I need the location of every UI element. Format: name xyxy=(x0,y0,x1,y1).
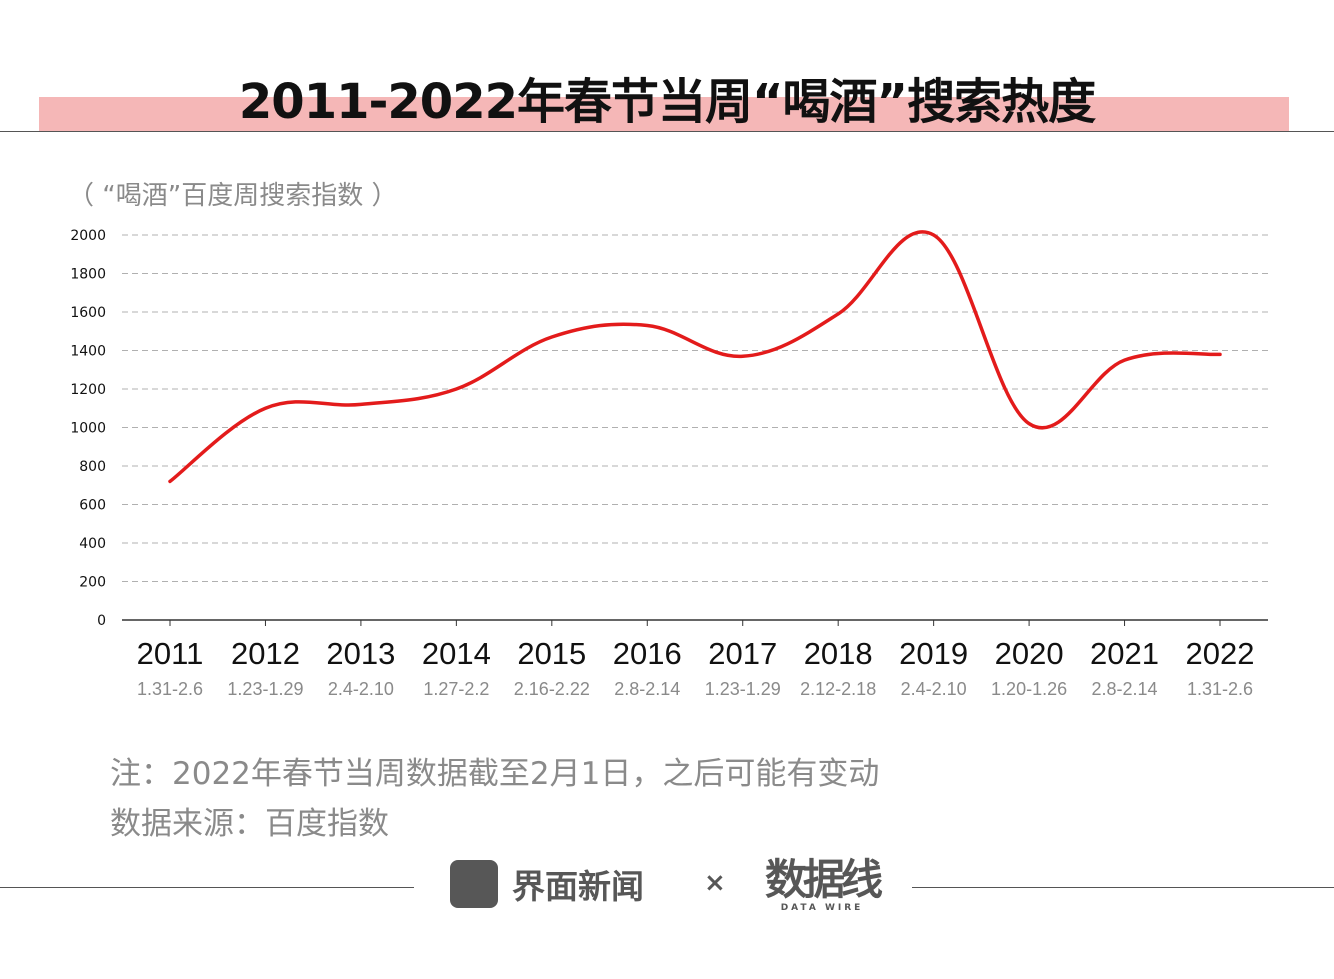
x-tick-label-date-range: 1.31-2.6 xyxy=(137,679,203,699)
x-tick-label-year: 2018 xyxy=(804,636,873,671)
x-tick-label-date-range: 1.31-2.6 xyxy=(1187,679,1253,699)
data-wire-logo-main: 数据线 xyxy=(765,855,883,904)
collab-times-symbol: × xyxy=(704,868,726,898)
data-wire-logo-sub: DATA WIRE xyxy=(780,903,864,913)
y-tick-label: 1600 xyxy=(70,305,106,321)
x-tick-label-year: 2022 xyxy=(1186,636,1255,671)
y-tick-label: 1400 xyxy=(70,344,106,360)
y-tick-label: 1800 xyxy=(70,267,106,283)
x-tick-label-year: 2019 xyxy=(899,636,968,671)
brand-icon xyxy=(450,860,498,908)
x-tick-label-year: 2014 xyxy=(422,636,491,671)
x-tick-label-date-range: 2.16-2.22 xyxy=(514,679,590,699)
x-tick-label-year: 2011 xyxy=(137,636,204,671)
x-tick-label-date-range: 2.4-2.10 xyxy=(328,679,394,699)
brand-logo: 界面新闻 xyxy=(450,860,644,908)
footer-divider-right xyxy=(912,887,1334,888)
x-tick-label-date-range: 1.23-1.29 xyxy=(705,679,781,699)
y-tick-label: 400 xyxy=(79,536,106,552)
x-tick-label-date-range: 1.23-1.29 xyxy=(227,679,303,699)
x-tick-label-date-range: 2.8-2.14 xyxy=(1092,679,1158,699)
y-tick-label: 1000 xyxy=(70,421,106,437)
x-tick-label-year: 2013 xyxy=(326,636,395,671)
footer-divider-left xyxy=(0,887,414,888)
y-tick-label: 600 xyxy=(79,498,106,514)
chart-title: 2011-2022年春节当周“喝酒”搜索热度 xyxy=(238,74,1096,130)
x-tick-label-date-range: 2.4-2.10 xyxy=(901,679,967,699)
x-tick-label-year: 2021 xyxy=(1090,636,1159,671)
x-tick-label-year: 2012 xyxy=(231,636,300,671)
x-tick-label-date-range: 1.20-1.26 xyxy=(991,679,1067,699)
x-tick-label-year: 2015 xyxy=(517,636,586,671)
y-tick-label: 200 xyxy=(79,575,106,591)
line-chart: 0 200 400 600 800 1000 1200 1400 1600 1800 2000 201… xyxy=(70,228,1268,699)
data-wire-logo: 数据线 DATA WIRE xyxy=(765,846,883,913)
x-tick-label-year: 2016 xyxy=(613,636,682,671)
x-tick-label-date-range: 2.12-2.18 xyxy=(800,679,876,699)
y-tick-label: 1200 xyxy=(70,382,106,398)
y-tick-label: 0 xyxy=(97,613,106,629)
x-tick-label-date-range: 1.27-2.2 xyxy=(423,679,489,699)
y-tick-label: 800 xyxy=(79,459,106,475)
chart-note: 注：2022年春节当周数据截至2月1日，之后可能有变动 xyxy=(110,756,880,792)
title-underline xyxy=(0,131,1334,132)
x-tick-label-year: 2020 xyxy=(995,636,1064,671)
y-tick-label: 2000 xyxy=(70,228,106,244)
x-tick-label-date-range: 2.8-2.14 xyxy=(614,679,680,699)
series-line xyxy=(168,230,1222,484)
brand-name: 界面新闻 xyxy=(512,867,644,906)
y-axis-unit-label: （ “喝酒”百度周搜索指数 ） xyxy=(68,181,398,211)
title-highlight-band xyxy=(39,97,1289,131)
x-tick-label-year: 2017 xyxy=(708,636,777,671)
data-source: 数据来源：百度指数 xyxy=(110,806,389,842)
